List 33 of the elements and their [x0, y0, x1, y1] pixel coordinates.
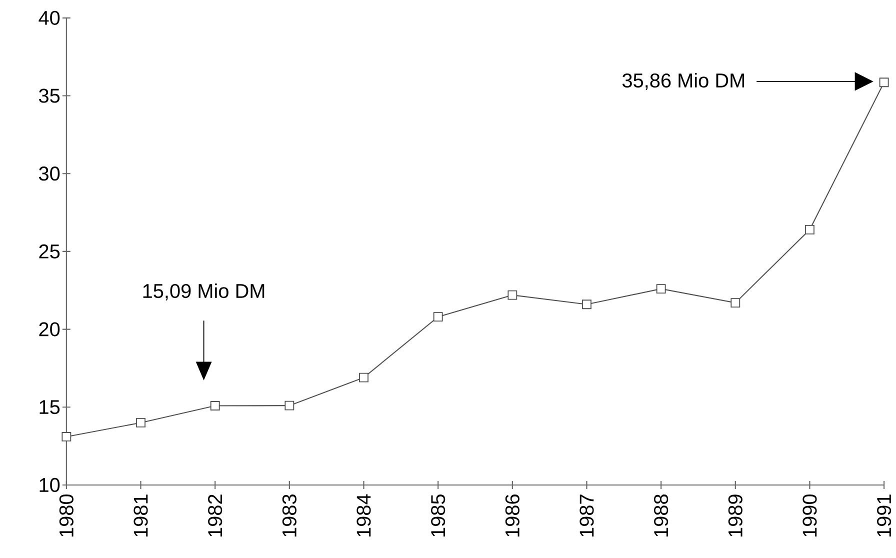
x-tick-label: 1991 [876, 494, 892, 537]
point [879, 78, 889, 88]
point [284, 401, 294, 410]
x-tick-label: 1988 [654, 494, 668, 537]
y-tick-label: 25 [39, 244, 60, 259]
y-tick-label: 20 [39, 322, 60, 336]
annotation: 35,86 Mio DM [622, 73, 744, 90]
y-tick-label: 30 [39, 166, 60, 181]
x-tick-label: 1981 [134, 494, 148, 537]
point [508, 290, 518, 300]
point [359, 373, 368, 382]
x-tick-label: 1982 [208, 494, 222, 537]
y-tick-label: 15 [40, 400, 60, 414]
y-tick-label: 10 [40, 478, 60, 492]
x-tick-label: 1987 [580, 494, 594, 537]
point [210, 401, 220, 411]
x-tick-label: 1990 [802, 494, 817, 537]
x-tick-label: 1984 [356, 494, 371, 537]
point [62, 432, 72, 442]
point [730, 298, 740, 308]
point [805, 225, 814, 235]
x-tick-label: 1980 [59, 494, 74, 537]
annotation: 15,09 Mio DM [143, 284, 264, 301]
x-tick-label: 1983 [282, 494, 296, 537]
x-tick-label: 1989 [728, 494, 742, 537]
point [433, 312, 443, 322]
y-tick-label: 40 [38, 11, 60, 26]
y-tick-label: 35 [39, 88, 60, 103]
point [582, 300, 592, 310]
x-tick-label: 1986 [505, 494, 520, 537]
point [136, 418, 146, 428]
x-tick-label: 1985 [431, 494, 446, 537]
point [656, 284, 666, 294]
